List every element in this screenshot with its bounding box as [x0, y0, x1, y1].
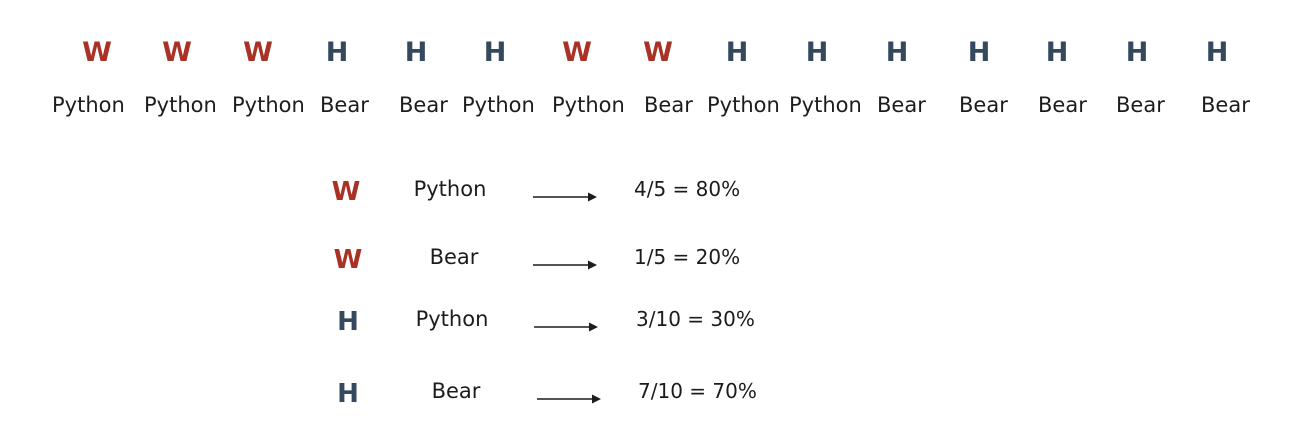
- sequence-letter: H: [805, 37, 829, 68]
- arrow-icon: [533, 260, 597, 270]
- row-result: 3/10 = 30%: [636, 307, 755, 331]
- sequence-letter: H: [967, 37, 991, 68]
- sequence-word: Bear: [877, 93, 926, 117]
- sequence-word: Bear: [320, 93, 369, 117]
- sequence-word: Python: [707, 93, 780, 117]
- row-word: Python: [415, 307, 489, 331]
- sequence-letter: W: [243, 37, 273, 68]
- row-result: 1/5 = 20%: [634, 245, 741, 269]
- sequence-word: Bear: [399, 93, 448, 117]
- row-result: 4/5 = 80%: [634, 177, 741, 201]
- row-word: Bear: [429, 245, 479, 269]
- row-word: Bear: [431, 379, 481, 403]
- sequence-word: Python: [52, 93, 125, 117]
- row-letter: H: [337, 307, 359, 337]
- row-result: 7/10 = 70%: [638, 379, 757, 403]
- sequence-word: Python: [144, 93, 217, 117]
- row-letter: W: [331, 177, 361, 207]
- row-letter: W: [333, 245, 363, 275]
- sequence-word: Bear: [1038, 93, 1087, 117]
- sequence-letter: H: [325, 37, 349, 68]
- sequence-letter: H: [1045, 37, 1069, 68]
- row-letter: H: [337, 379, 359, 409]
- sequence-word: Python: [232, 93, 305, 117]
- sequence-letter: H: [404, 37, 428, 68]
- sequence-letter: H: [725, 37, 749, 68]
- arrow-icon: [537, 394, 601, 404]
- arrow-icon: [534, 322, 598, 332]
- sequence-letter: W: [162, 37, 192, 68]
- sequence-word: Python: [462, 93, 535, 117]
- sequence-letter: H: [1205, 37, 1229, 68]
- sequence-word: Bear: [959, 93, 1008, 117]
- sequence-letter: W: [643, 37, 673, 68]
- sequence-letter: W: [82, 37, 112, 68]
- sequence-letter: H: [1125, 37, 1149, 68]
- sequence-word: Bear: [1201, 93, 1250, 117]
- sequence-word: Python: [552, 93, 625, 117]
- sequence-word: Bear: [1116, 93, 1165, 117]
- sequence-letter: W: [562, 37, 592, 68]
- row-word: Python: [413, 177, 487, 201]
- sequence-letter: H: [885, 37, 909, 68]
- sequence-word: Python: [789, 93, 862, 117]
- sequence-letter: H: [483, 37, 507, 68]
- arrow-icon: [533, 192, 597, 202]
- sequence-word: Bear: [644, 93, 693, 117]
